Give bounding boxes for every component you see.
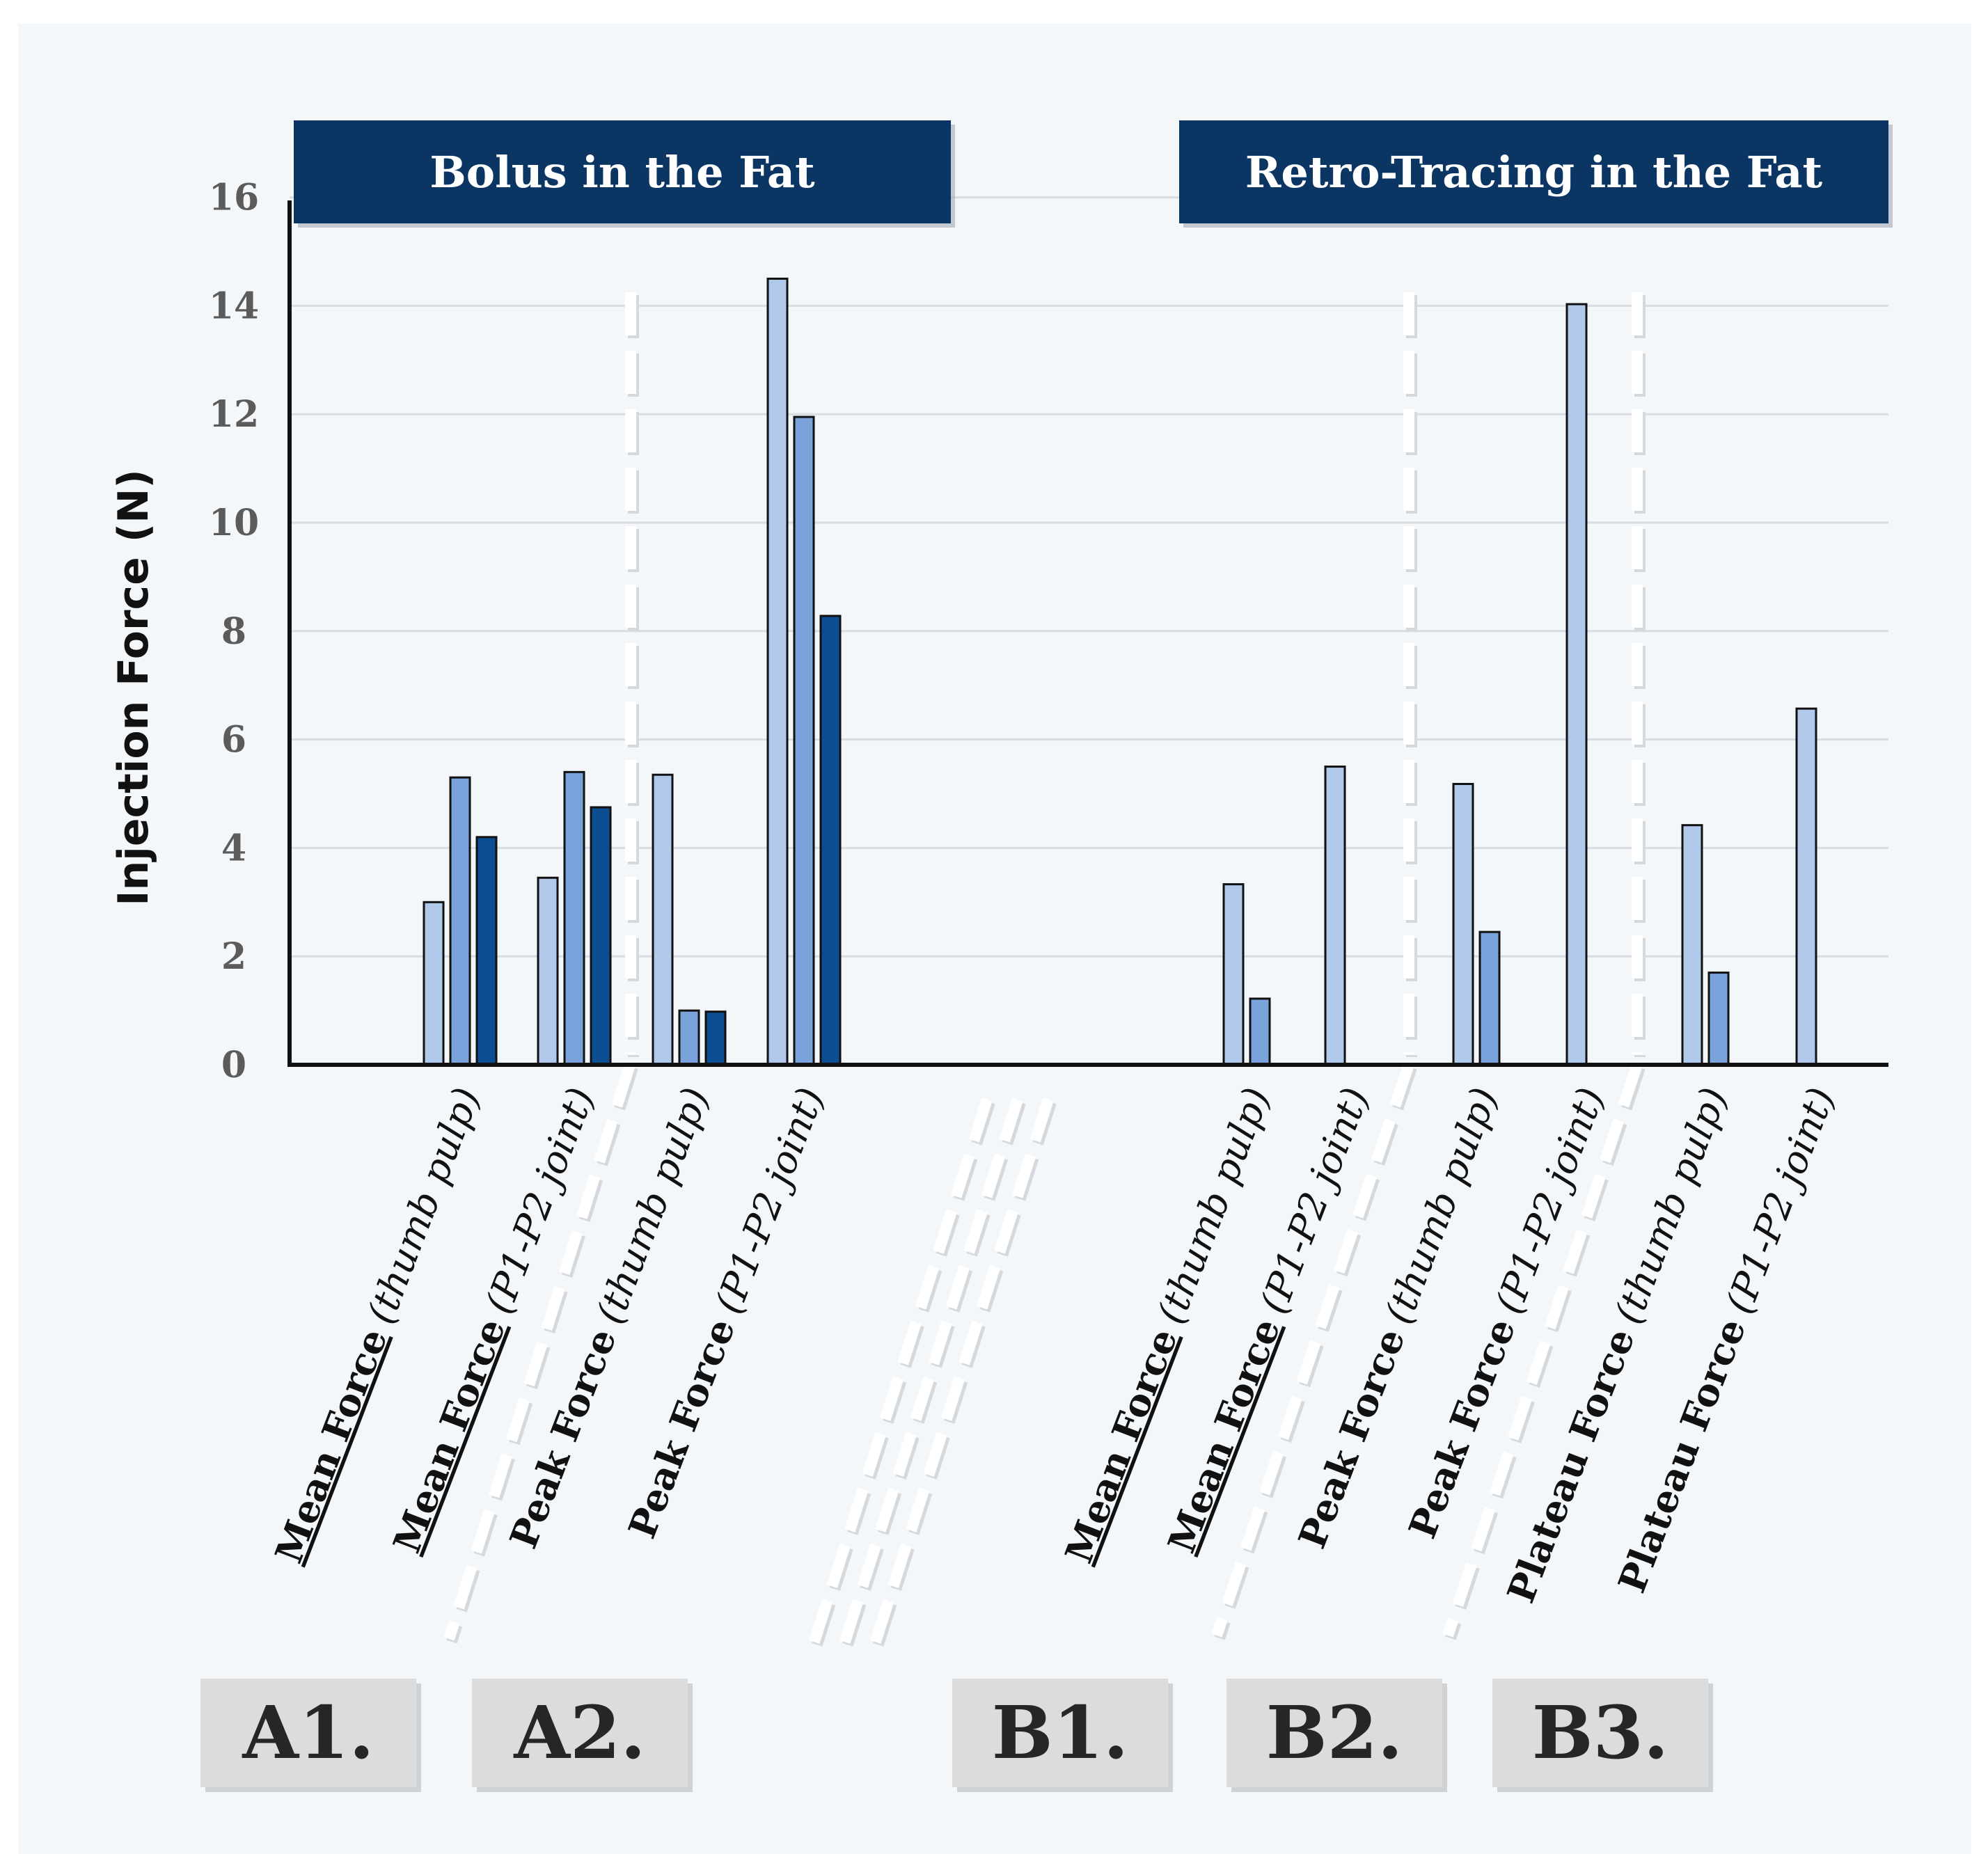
y-tick-label: 0 [221,1044,246,1086]
panel-box [952,1679,1168,1787]
bar [1681,824,1703,1066]
bar [1452,782,1474,1066]
separator-dash [443,1063,636,1641]
bar [1478,930,1501,1066]
separator-dash [838,1098,1023,1648]
panel-label: B1. [992,1690,1128,1775]
bar [652,773,674,1066]
bar [1249,997,1271,1066]
y-tick-label: 14 [209,285,259,327]
panel-labels: A1. A2. B1. B2. B3. [200,1679,1713,1792]
axes [287,200,1888,1067]
panel-box [200,1679,416,1787]
separator-dash [807,1098,993,1648]
panel-box [1492,1679,1708,1787]
y-tick-label: 16 [209,177,259,219]
separator-dash [1211,1063,1414,1638]
separator-dash [1442,1063,1643,1638]
bar [563,770,585,1066]
y-tick-label: 6 [221,719,246,761]
y-tick-label: 8 [221,610,246,653]
bar [590,806,612,1066]
separator-dash [869,1098,1054,1648]
group-banners: Bolus in the Fat Retro-Tracing in the Fat [294,120,1893,228]
panel-label: B3. [1532,1690,1668,1775]
y-tick-label: 10 [209,502,259,544]
bar [449,776,471,1066]
bar [1222,883,1245,1066]
bar [678,1009,700,1066]
panel-label: B2. [1266,1690,1403,1775]
bar [1565,303,1588,1066]
bar [766,277,789,1066]
bar [475,836,498,1066]
group-banner [294,120,951,223]
bar [1707,972,1730,1066]
bar [704,1011,727,1066]
bar [1324,766,1346,1066]
chart-background [18,24,1971,1854]
panel-box [472,1679,688,1787]
bar [819,615,842,1066]
y-tick-labels: 0 2 4 6 8 10 12 14 16 [209,177,259,1086]
group-separators [443,292,1646,1651]
group-banner-label: Retro-Tracing in the Fat [1245,147,1823,198]
bars [423,277,1817,1066]
group-banner-label: Bolus in the Fat [429,147,815,198]
gridlines [290,196,1888,958]
bar [423,901,445,1066]
y-tick-label: 12 [209,393,259,436]
panel-label: A1. [242,1690,374,1775]
panel-box [1226,1679,1442,1787]
bar [1795,707,1817,1066]
y-axis-label: Injection Force (N) [109,469,158,906]
y-tick-label: 4 [221,827,246,869]
bar [793,415,815,1066]
group-banner [1179,120,1888,223]
bar [537,876,559,1066]
y-tick-label: 2 [221,935,246,978]
panel-label: A2. [513,1690,645,1775]
